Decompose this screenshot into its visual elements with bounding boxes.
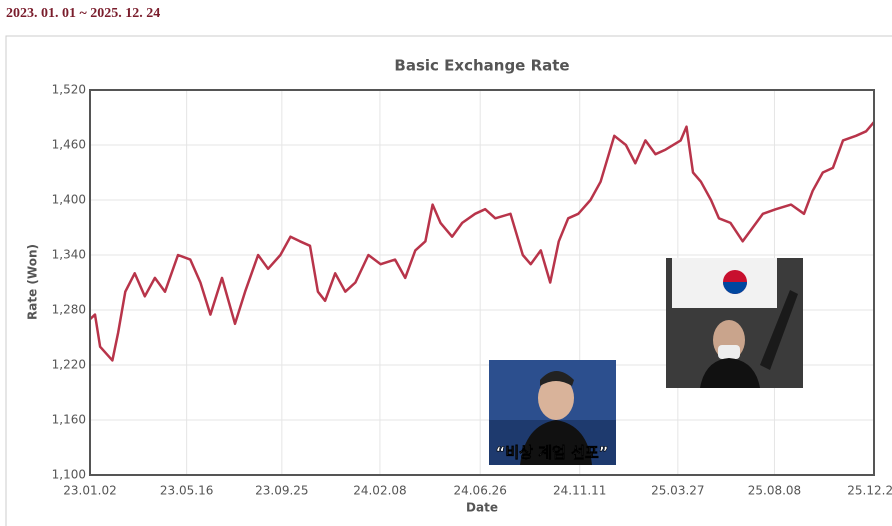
x-tick-label: 24.02.08	[353, 484, 406, 498]
x-tick-label: 23.09.25	[255, 484, 308, 498]
plot	[89, 121, 875, 362]
y-tick-label: 1,400	[52, 193, 86, 207]
photo-suit	[520, 420, 592, 465]
photo-flag-emblem-lower	[723, 282, 747, 294]
y-tick-label: 1,520	[52, 83, 86, 97]
photo-caption: “비상 계엄 선포”	[496, 444, 609, 462]
photo-speech: “비상 계엄 선포”	[489, 360, 616, 465]
x-tick-label: 24.11.11	[553, 484, 606, 498]
x-tick-label: 24.06.26	[453, 484, 506, 498]
series-line	[89, 121, 875, 362]
photo-hair	[540, 371, 574, 386]
x-tick-label: 25.12.24	[847, 484, 892, 498]
period-header: 2023. 01. 01 ~ 2025. 12. 24	[6, 6, 161, 21]
x-tick-label: 25.03.27	[651, 484, 704, 498]
y-tick-label: 1,460	[52, 138, 86, 152]
y-tick-label: 1,160	[52, 413, 86, 427]
y-tick-label: 1,280	[52, 303, 86, 317]
y-tick-label: 1,340	[52, 248, 86, 262]
photo-suit	[700, 358, 760, 388]
chart-title: Basic Exchange Rate	[394, 57, 569, 75]
y-axis-title: Rate (Won)	[26, 244, 40, 320]
photo-face	[538, 376, 574, 420]
x-tick-label: 25.08.08	[748, 484, 801, 498]
x-tick-label: 23.05.16	[160, 484, 213, 498]
y-tick-label: 1,220	[52, 358, 86, 372]
plot-border	[89, 89, 875, 476]
y-tick-label: 1,100	[52, 468, 86, 482]
photo-mask	[718, 345, 740, 359]
x-axis-title: Date	[466, 501, 498, 515]
x-tick-label: 23.01.02	[63, 484, 116, 498]
photo-rally	[666, 258, 803, 388]
photo-arm	[760, 290, 798, 370]
